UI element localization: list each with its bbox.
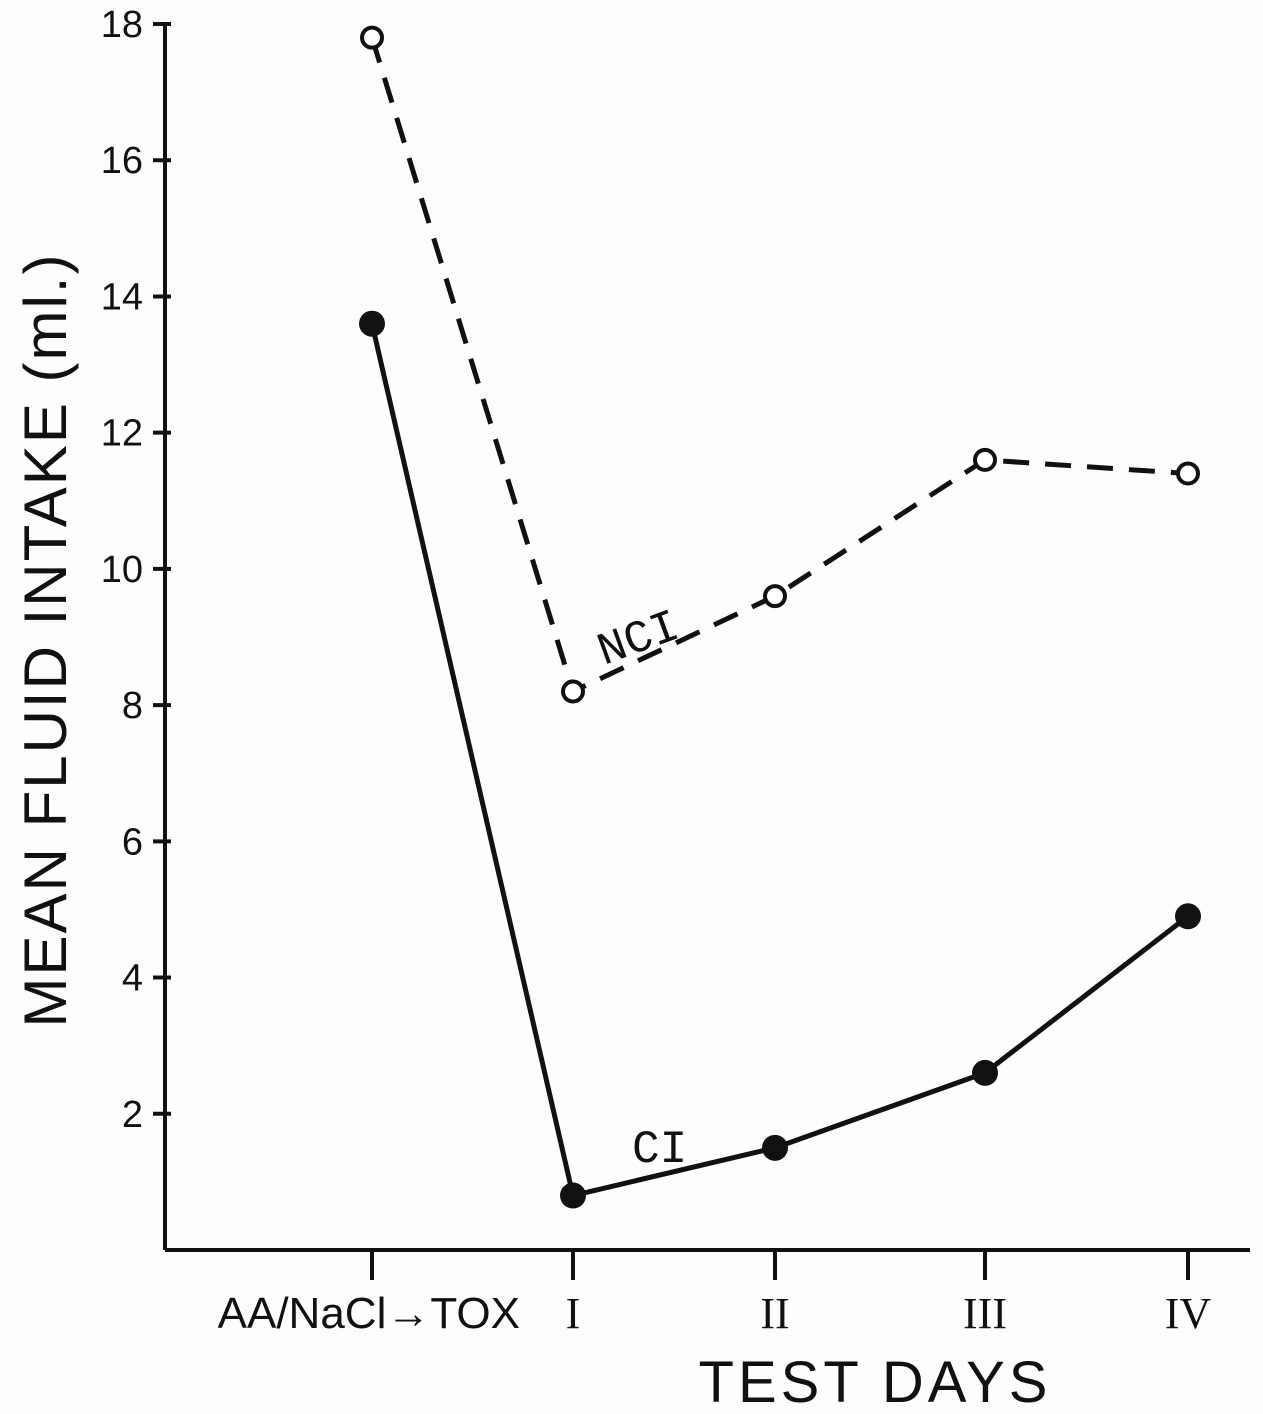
- series-label-ci: CI: [632, 1124, 687, 1176]
- data-point-ci: [359, 310, 385, 337]
- y-tick-label: 8: [122, 685, 143, 727]
- data-point-nci: [1176, 461, 1200, 486]
- data-point-nci: [763, 584, 787, 609]
- data-point-ci: [972, 1059, 998, 1086]
- series-nci: [360, 25, 1200, 704]
- y-tick-label: 14: [101, 276, 143, 318]
- data-point-ci: [762, 1134, 788, 1161]
- data-point-ci: [1175, 903, 1201, 930]
- y-tick-label: 4: [122, 958, 143, 1000]
- y-tick-label: 2: [122, 1094, 143, 1136]
- data-point-nci: [360, 25, 384, 50]
- x-tick-label: AA/NaCl→TOX: [218, 1289, 520, 1338]
- y-axis-title: MEAN FLUID INTAKE (ml.): [12, 253, 79, 1028]
- x-tick-label: IV: [1165, 1289, 1212, 1338]
- series-layer: [359, 25, 1201, 1209]
- series-line-ci: [369, 323, 1190, 1199]
- x-tick-label: I: [566, 1289, 581, 1338]
- y-tick-label: 10: [101, 549, 143, 591]
- series-ci: [359, 310, 1201, 1209]
- data-point-nci: [561, 679, 585, 704]
- y-tick-label: 18: [101, 4, 143, 46]
- y-tick-label: 6: [122, 821, 143, 863]
- data-point-nci: [973, 447, 997, 472]
- x-tick-label: III: [963, 1289, 1007, 1338]
- x-tick-label: II: [760, 1289, 789, 1338]
- labels-layer: MEAN FLUID INTAKE (ml.) TEST DAYS NCI CI: [12, 253, 1052, 1414]
- y-tick-label: 16: [101, 140, 143, 182]
- data-point-ci: [560, 1182, 586, 1209]
- x-axis-title: TEST DAYS: [699, 1350, 1052, 1414]
- series-label-nci: NCI: [591, 601, 687, 678]
- y-tick-label: 12: [101, 413, 143, 455]
